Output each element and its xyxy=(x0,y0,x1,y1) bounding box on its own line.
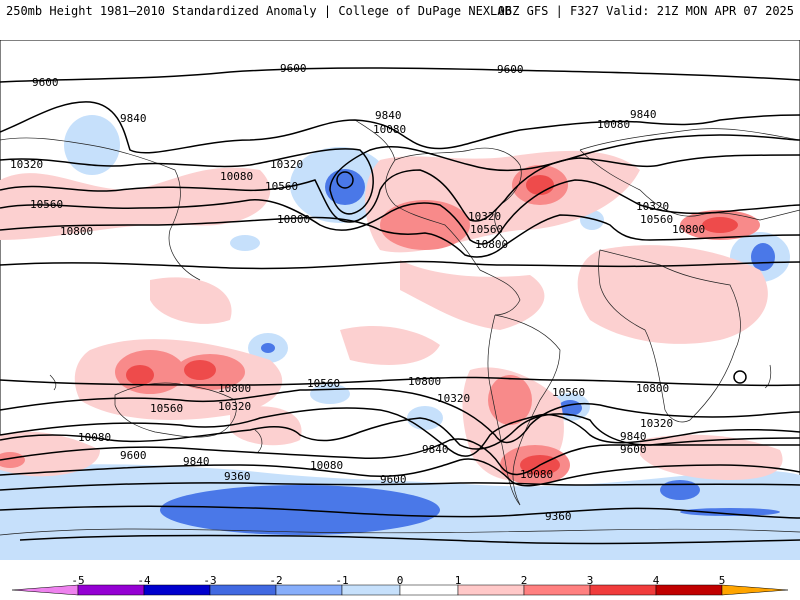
contour-label: 10800 xyxy=(218,382,251,395)
contour-label: 9600 xyxy=(380,473,407,486)
contour-label: 10320 xyxy=(636,200,669,213)
colorbar-tick: 2 xyxy=(520,574,528,587)
contour-label: 9840 xyxy=(183,455,210,468)
contour-label: 9840 xyxy=(422,443,449,456)
colorbar xyxy=(11,584,789,596)
contour-label: 10320 xyxy=(468,210,501,223)
contour-label: 10080 xyxy=(310,459,343,472)
contour-label: 10800 xyxy=(408,375,441,388)
contour-label: 10080 xyxy=(597,118,630,131)
contour-label: 9600 xyxy=(497,63,524,76)
contour-label: 9600 xyxy=(620,443,647,456)
colorbar-tick: -4 xyxy=(137,574,151,587)
colorbar-tick: 1 xyxy=(454,574,462,587)
contour-label: 10800 xyxy=(277,213,310,226)
colorbar-tick: 3 xyxy=(586,574,594,587)
header: 250mb Height 1981–2010 Standardized Anom… xyxy=(0,0,800,22)
contour-label: 9840 xyxy=(630,108,657,121)
contour-label: 10080 xyxy=(520,468,553,481)
contour-label: 10560 xyxy=(552,386,585,399)
contour-label: 10560 xyxy=(150,402,183,415)
chart-title: 250mb Height 1981–2010 Standardized Anom… xyxy=(6,4,512,18)
contour-label: 10560 xyxy=(307,377,340,390)
contour-label: 9840 xyxy=(620,430,647,443)
contour-label: 10080 xyxy=(373,123,406,136)
contour-label: 10800 xyxy=(475,238,508,251)
run-info: 06Z GFS | F327 Valid: 21Z MON APR 07 202… xyxy=(497,4,794,18)
colorbar-tick: -3 xyxy=(203,574,217,587)
contour-label: 10080 xyxy=(220,170,253,183)
colorbar-tick: 0 xyxy=(396,574,404,587)
contour-label: 10560 xyxy=(30,198,63,211)
contour-labels: 9600 9600 9600 9840 9840 9840 10080 1008… xyxy=(10,62,705,523)
contour-label: 9600 xyxy=(32,76,59,89)
contour-label: 10800 xyxy=(60,225,93,238)
contour-label: 9600 xyxy=(120,449,147,462)
contour-label: 10800 xyxy=(636,382,669,395)
contour-label: 10320 xyxy=(10,158,43,171)
colorbar-tick: -5 xyxy=(71,574,85,587)
contour-label: 9840 xyxy=(375,109,402,122)
colorbar-swatches xyxy=(11,584,789,596)
contour-label: 10080 xyxy=(78,431,111,444)
contour-label: 10800 xyxy=(672,223,705,236)
contour-label: 10320 xyxy=(640,417,673,430)
colorbar-tick: -1 xyxy=(335,574,349,587)
contour-label: 9600 xyxy=(280,62,307,75)
colorbar-tick: 4 xyxy=(652,574,660,587)
contour-label: 10560 xyxy=(640,213,673,226)
colorbar-tick: -2 xyxy=(269,574,283,587)
colorbar-tick: 5 xyxy=(718,574,726,587)
anomaly-map: 9600 9600 9600 9840 9840 9840 10080 1008… xyxy=(0,40,800,560)
contour-label: 9840 xyxy=(120,112,147,125)
contour-label: 10320 xyxy=(270,158,303,171)
contour-label: 10560 xyxy=(265,180,298,193)
contour-label: 9360 xyxy=(224,470,251,483)
height-contours xyxy=(0,67,800,545)
contour-label: 9360 xyxy=(545,510,572,523)
contour-label: 10320 xyxy=(437,392,470,405)
contour-label: 10320 xyxy=(218,400,251,413)
contour-label: 10560 xyxy=(470,223,503,236)
